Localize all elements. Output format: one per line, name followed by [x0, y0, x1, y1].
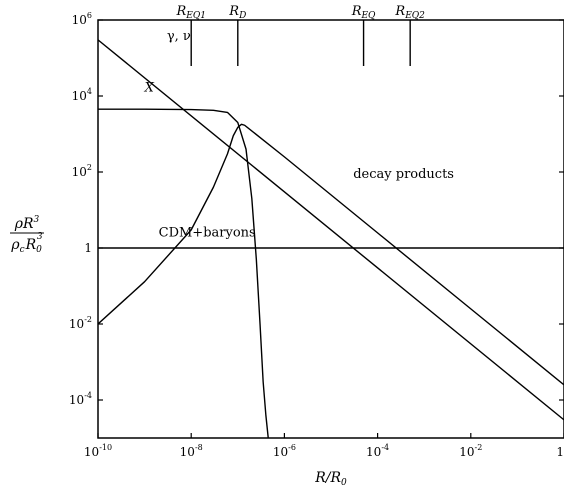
y-tick-label: 10-4: [69, 391, 92, 407]
series-line-decay-products: [98, 123, 564, 386]
x-tick-label: 10-6: [273, 443, 296, 459]
annotation-cdm-baryons: CDM+baryons: [159, 226, 256, 241]
y-tick-exponent: 6: [87, 11, 92, 20]
y-tick-base: 1: [84, 241, 92, 255]
x-tick-base: 10: [180, 445, 195, 459]
annotation-: γ, ν: [167, 29, 191, 44]
y-tick-label: 10-2: [69, 315, 92, 331]
y-tick-label: 106: [72, 11, 92, 27]
y-tick-base: 10: [72, 165, 87, 179]
x-tick-label: 1: [556, 445, 564, 459]
x-tick-exponent: -2: [475, 443, 483, 452]
svg-text:ρR3: ρR3: [14, 215, 40, 232]
y-tick-base: 10: [72, 13, 87, 27]
x-tick-exponent: -4: [381, 443, 389, 452]
x-tick-exponent: -6: [288, 443, 296, 452]
marker-label-eq: REQ: [351, 4, 376, 21]
annotation-decay-products: decay products: [353, 167, 454, 182]
x-tick-base: 10: [366, 445, 381, 459]
x-tick-label: 10-10: [84, 443, 112, 459]
x-tick-base: 10: [273, 445, 288, 459]
y-tick-label: 104: [72, 87, 92, 103]
marker-label-d: RD: [228, 4, 246, 21]
marker-label-eq1: REQ1: [175, 4, 205, 21]
x-tick-labels: 10-10 10-8 10-6 10-4 10-2 1: [84, 443, 564, 459]
y-tick-label: 1: [84, 241, 92, 255]
x-tick-base: 10: [84, 445, 99, 459]
series-layer: [98, 39, 564, 438]
annotation-x: X: [144, 81, 155, 96]
marker-label-eq2: REQ2: [394, 4, 425, 21]
y-tick-base: 10: [69, 393, 84, 407]
y-axis-label: ρR3 ρcR03: [10, 215, 44, 255]
x-tick-base: 10: [459, 445, 474, 459]
x-tick-base: 1: [556, 445, 564, 459]
x-tick-label: 10-2: [459, 443, 482, 459]
y-tick-label: 102: [72, 163, 92, 179]
y-tick-base: 10: [72, 89, 87, 103]
x-axis-label: R/R0: [314, 470, 347, 488]
x-tick-marks: [97, 433, 564, 438]
x-tick-exponent: -8: [195, 443, 203, 452]
x-tick-exponent: -10: [99, 443, 112, 452]
y-tick-exponent: 4: [87, 87, 92, 96]
series-line-series-0: [98, 39, 564, 421]
y-tick-exponent: -2: [84, 315, 92, 324]
y-tick-base: 10: [69, 317, 84, 331]
y-tick-marks: [98, 19, 564, 401]
x-tick-label: 10-8: [180, 443, 203, 459]
marker-layer: REQ1 RD REQ REQ2: [175, 4, 425, 66]
x-tick-label: 10-4: [366, 443, 389, 459]
y-tick-exponent: 2: [87, 163, 92, 172]
series-line-x: [98, 108, 269, 438]
plot-frame: [97, 19, 564, 439]
svg-text:ρcR03: ρcR03: [10, 232, 43, 255]
y-tick-exponent: -4: [84, 391, 92, 400]
